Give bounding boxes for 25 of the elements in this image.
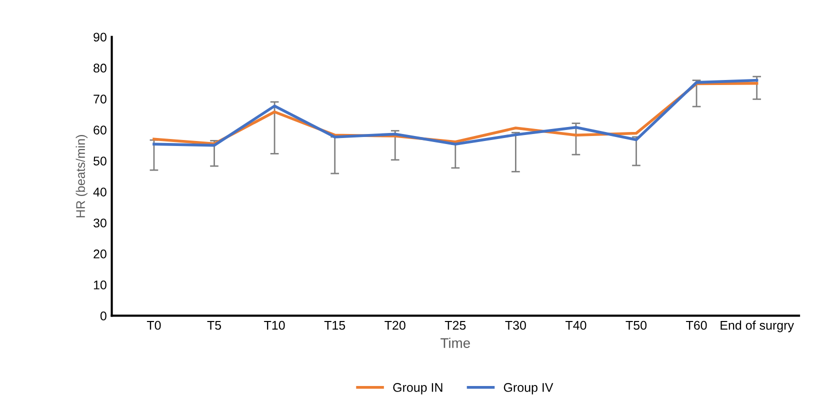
y-tick-label: 10 bbox=[94, 280, 106, 290]
y-tick-label: 20 bbox=[94, 250, 106, 258]
x-tick-label: T15 bbox=[324, 321, 346, 330]
x-tick-label: T60 bbox=[686, 320, 707, 330]
legend-label: Group IN bbox=[393, 383, 442, 394]
x-tick-label: T40 bbox=[565, 320, 586, 330]
y-tick-label: 30 bbox=[93, 218, 106, 228]
y-tick-label: 70 bbox=[94, 94, 106, 104]
y-tick-label: 80 bbox=[94, 64, 106, 73]
x-tick-label: T30 bbox=[505, 320, 526, 330]
y-tick-label: 0 bbox=[100, 312, 106, 320]
x-axis-title: Time bbox=[440, 338, 470, 348]
y-tick-label: 90 bbox=[94, 32, 106, 42]
y-tick-label: 40 bbox=[93, 188, 106, 196]
x-tick-label: T25 bbox=[444, 320, 466, 330]
legend-label: Group IV bbox=[504, 383, 554, 394]
y-tick-label: 50 bbox=[94, 156, 106, 166]
x-tick-label: T20 bbox=[384, 320, 406, 330]
x-tick-label: T50 bbox=[626, 320, 647, 330]
x-tick-label: T10 bbox=[264, 320, 285, 330]
x-tick-label: End of surgry bbox=[720, 320, 794, 332]
x-tick-label: T5 bbox=[207, 321, 222, 330]
y-tick-label: 60 bbox=[94, 126, 106, 134]
y-axis-title: HR (beats/min) bbox=[76, 135, 88, 218]
x-tick-label: T0 bbox=[146, 320, 161, 330]
